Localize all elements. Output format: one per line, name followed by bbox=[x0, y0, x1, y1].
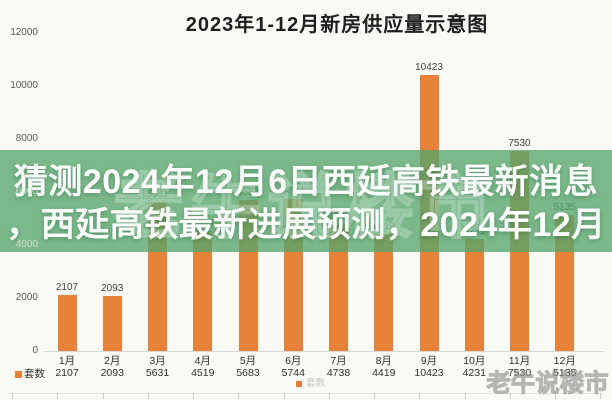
value-cell: 7530 bbox=[507, 367, 532, 379]
bar-value-label: 10423 bbox=[415, 61, 443, 73]
month-label: 2月 bbox=[104, 355, 121, 367]
axis-tick bbox=[283, 393, 285, 399]
month-label: 6月 bbox=[285, 355, 302, 367]
axis-tick bbox=[600, 393, 602, 399]
y-tick-label: 6000 bbox=[15, 186, 38, 197]
y-tick-label: 2000 bbox=[15, 292, 38, 303]
month-label: 3月 bbox=[149, 355, 166, 367]
overlay-banner-line1: 猜测2024年12月6日西延高铁最新消息 bbox=[13, 163, 599, 201]
axis-tick bbox=[374, 393, 375, 399]
value-cell: 5744 bbox=[281, 367, 305, 379]
row-header-label: 套数 bbox=[24, 368, 45, 380]
axis-tick bbox=[193, 393, 194, 399]
month-label: 4月 bbox=[194, 355, 211, 367]
bottom-axis-line bbox=[8, 393, 604, 394]
axis-tick bbox=[464, 393, 466, 399]
bar-value-label: 2107 bbox=[55, 282, 79, 294]
legend-label: 套数 bbox=[306, 378, 326, 389]
value-cell: 5683 bbox=[236, 367, 260, 379]
bar bbox=[374, 233, 394, 351]
bar-value-label: 7530 bbox=[508, 138, 531, 150]
table-row-header: 套数 bbox=[15, 368, 45, 380]
overlay-banner: 猜测2024年12月6日西延高铁最新消息 ，西延高铁最新进展预测，2024年12… bbox=[0, 150, 612, 252]
overlay-banner-line2: ，西延高铁最新进展预测，2024年12月 bbox=[6, 206, 606, 244]
value-cell: 10423 bbox=[414, 367, 444, 379]
y-tick-label: 0 bbox=[32, 345, 38, 356]
value-cell: 5631 bbox=[145, 367, 170, 379]
value-cell: 4231 bbox=[462, 367, 486, 379]
x-axis-line bbox=[44, 351, 604, 352]
month-label: 7月 bbox=[330, 355, 347, 367]
month-label: 1月 bbox=[58, 355, 76, 367]
bar bbox=[329, 225, 348, 351]
bar bbox=[464, 238, 484, 351]
chart-title: 2023年1-12月新房供应量示意图 bbox=[185, 14, 489, 36]
legend-swatch-icon bbox=[296, 381, 302, 387]
axis-tick bbox=[509, 393, 511, 399]
axis-tick bbox=[12, 393, 13, 399]
month-label: 8月 bbox=[375, 355, 392, 367]
y-tick-label: 8000 bbox=[15, 133, 38, 144]
series-swatch-icon bbox=[15, 370, 22, 378]
value-cell: 4419 bbox=[372, 367, 396, 379]
month-label: 9月 bbox=[420, 355, 438, 367]
axis-tick bbox=[419, 393, 421, 399]
chart-legend: 套数 bbox=[296, 379, 325, 389]
axis-tick bbox=[555, 393, 556, 399]
y-tick-label: 10000 bbox=[10, 80, 38, 91]
bar bbox=[57, 295, 77, 351]
axis-tick bbox=[328, 393, 330, 399]
value-cell: 2093 bbox=[100, 367, 124, 379]
y-tick-label: 12000 bbox=[10, 27, 38, 38]
month-label: 5月 bbox=[239, 355, 257, 367]
axis-tick bbox=[57, 393, 59, 399]
value-cell: 4519 bbox=[191, 367, 215, 379]
y-tick-label: 4000 bbox=[15, 239, 38, 250]
watermark-corner: 老牛说楼市 bbox=[486, 369, 609, 397]
axis-tick bbox=[102, 393, 104, 399]
month-label: 11月 bbox=[508, 355, 531, 367]
axis-tick bbox=[238, 393, 240, 399]
value-cell: 4738 bbox=[326, 367, 351, 379]
bar bbox=[102, 295, 122, 351]
month-label: 10月 bbox=[463, 355, 486, 367]
month-label: 12月 bbox=[553, 355, 576, 367]
bar-value-label: 2093 bbox=[101, 282, 124, 294]
axis-tick bbox=[147, 393, 149, 399]
value-cell: 2107 bbox=[55, 367, 79, 379]
value-cell: 5135 bbox=[553, 367, 577, 379]
bar bbox=[193, 231, 213, 351]
